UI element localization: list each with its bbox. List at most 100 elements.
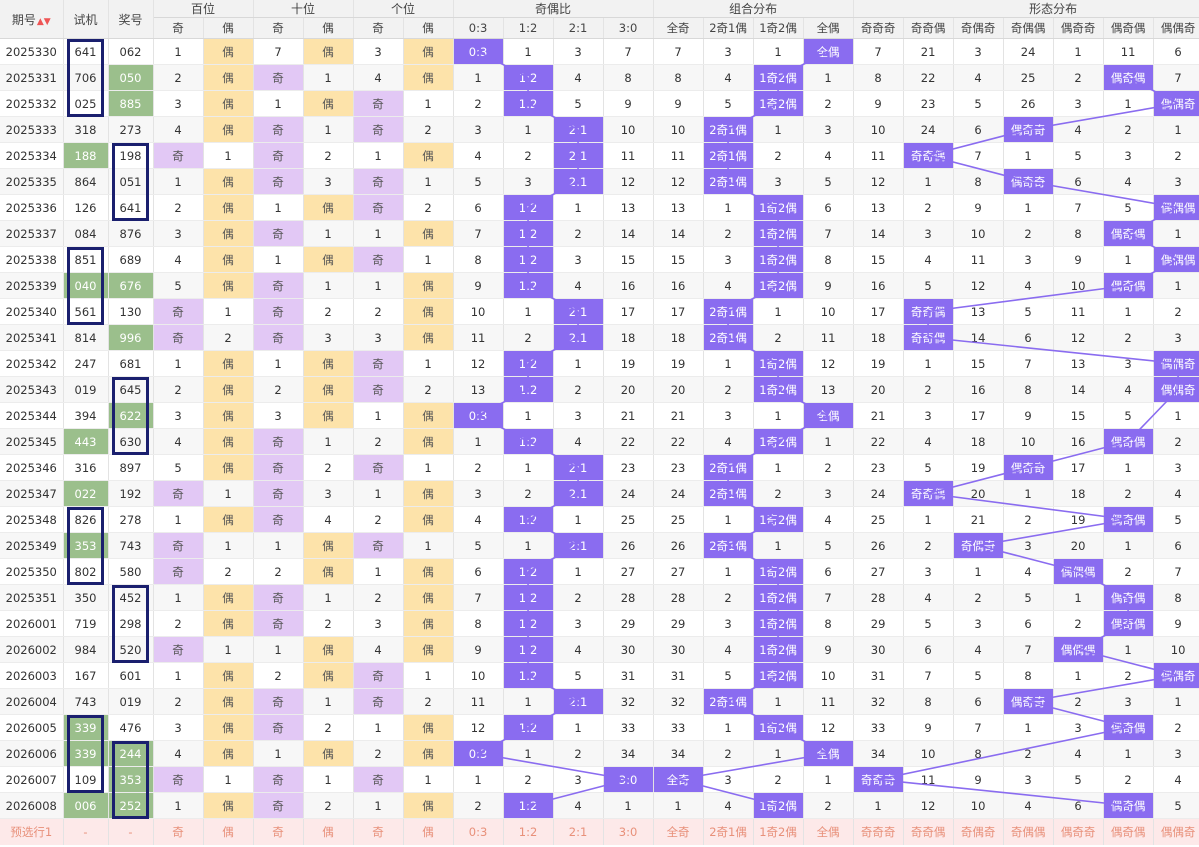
prediction-option-cell[interactable]: 3:0 [603,818,654,845]
ratio-miss-cell: 10 [452,298,504,325]
group-tens: 十位 [252,0,354,18]
table-row: 2025341 814 996 奇 2 奇 3 3 偶 11 2 2:1 18 18 2奇1偶 2 11 18 奇奇… [0,324,1199,351]
test-number-cell: 719 [63,610,109,637]
form-hit-cell: 偶奇奇 [1003,116,1054,143]
prediction-option-cell[interactable]: 奇 [152,818,204,845]
prediction-option-cell[interactable]: 奇奇奇 [852,818,904,845]
col-issue[interactable]: 期号▲▼ [0,0,64,39]
test-number-cell: 006 [63,792,109,819]
ratio-miss-cell: 5 [452,532,504,559]
form-miss-cell: 33 [852,714,904,741]
parity-cell: 4 [352,636,404,663]
parity-cell: 偶 [203,220,254,247]
parity-cell: 2 [203,324,254,351]
form-miss-cell: 12 [1053,324,1104,351]
form-miss-cell: 12 [953,272,1004,299]
form-miss-cell: 26 [852,532,904,559]
ratio-miss-cell: 1 [603,792,654,819]
prediction-option-cell[interactable]: 偶 [303,818,354,845]
prediction-option-cell[interactable]: 奇奇偶 [903,818,954,845]
form-miss-cell: 8 [1003,662,1054,689]
combo-miss-cell: 2 [753,324,804,351]
combo-miss-cell: 8 [803,610,854,637]
prize-number-cell: 252 [108,792,154,819]
form-hit-cell: 偶奇偶 [1103,220,1154,247]
subhead-form-3: 奇偶偶 [1003,17,1054,39]
table-row: 2025337 084 876 3 偶奇 1 1 偶 7 1:2 2 14 14 2 1奇2偶 7 14 3 10 2… [0,220,1199,247]
combo-miss-cell: 2 [703,584,754,611]
form-miss-cell: 10 [852,116,904,143]
prediction-option-cell[interactable]: 全偶 [803,818,854,845]
ratio-miss-cell: 1 [503,402,554,429]
parity-cell: 偶 [403,402,454,429]
parity-cell: 奇 [252,428,304,455]
combo-miss-cell: 11 [803,324,854,351]
prediction-option-cell[interactable]: 全奇 [652,818,704,845]
prediction-option-cell[interactable]: 0:3 [452,818,504,845]
prediction-option-cell[interactable]: 奇 [352,818,404,845]
prediction-option-cell[interactable]: 奇偶偶 [1003,818,1054,845]
prediction-option-cell[interactable]: 偶奇偶 [1103,818,1154,845]
sort-icon[interactable]: ▲▼ [36,16,51,27]
form-miss-cell: 2 [1103,116,1154,143]
combo-hit-cell: 1奇2偶 [753,220,804,247]
ratio-miss-cell: 11 [452,324,504,351]
combo-miss-cell: 23 [652,454,704,481]
prize-number-cell: 019 [108,688,154,715]
ratio-miss-cell: 1 [553,194,604,221]
subhead-ones-0: 奇 [352,17,404,39]
ratio-miss-cell: 4 [553,272,604,299]
form-miss-cell: 20 [953,480,1004,507]
parity-cell: 1 [352,220,404,247]
parity-cell: 2 [252,662,304,689]
combo-miss-cell: 10 [803,298,854,325]
form-miss-cell: 4 [903,246,954,273]
prediction-option-cell[interactable]: 偶 [203,818,254,845]
form-miss-cell: 1 [903,350,954,377]
prediction-option-cell[interactable]: 奇偶奇 [953,818,1004,845]
prediction-option-cell[interactable]: 偶偶奇 [1153,818,1199,845]
parity-cell: 1 [403,350,454,377]
parity-cell: 2 [303,454,354,481]
prediction-option-cell[interactable]: 1:2 [503,818,554,845]
table-row: 2025335 864 051 1 偶奇 3 奇 1 5 3 2:1 12 12 2奇1偶 3 5 12 1 8 偶奇… [0,168,1199,195]
combo-miss-cell: 1 [803,64,854,91]
prediction-row[interactable]: 预选行1- - 奇偶奇偶奇偶 0:3 1:2 2:1 3:0 全奇 2奇1偶 1奇2偶 全偶 奇奇奇奇… [0,818,1199,845]
form-miss-cell: 21 [852,402,904,429]
combo-miss-cell: 1 [753,402,804,429]
prize-number-cell: 996 [108,324,154,351]
table-row: 2026008 006 252 1 偶奇 2 1 偶 2 1:2 4 1 1 4 1奇2偶 2 1 12 10 4 6 偶… [0,792,1199,819]
parity-cell: 1 [152,506,204,533]
table-row: 2025349 353 743 奇 1 1 偶奇 1 5 1 2:1 26 26 2奇1偶 1 5 26 2 奇偶奇… [0,532,1199,559]
prediction-option-cell[interactable]: 偶奇奇 [1053,818,1104,845]
group-hundreds: 百位 [152,0,254,18]
parity-cell: 偶 [303,246,354,273]
parity-cell: 奇 [252,792,304,819]
form-miss-cell: 9 [1153,610,1199,637]
prize-number-cell: 601 [108,662,154,689]
combo-hit-cell: 1奇2偶 [753,428,804,455]
subhead-hundreds-0: 奇 [152,17,204,39]
form-hit-cell: 偶偶偶 [1053,558,1104,585]
ratio-hit-cell: 2:1 [553,298,604,325]
test-number-cell: 247 [63,350,109,377]
prediction-option-cell[interactable]: 奇 [252,818,304,845]
subhead-ones-1: 偶 [403,17,454,39]
combo-hit-cell: 1奇2偶 [753,584,804,611]
prediction-option-cell[interactable]: 1奇2偶 [753,818,804,845]
parity-cell: 偶 [203,714,254,741]
combo-hit-cell: 2奇1偶 [703,116,754,143]
form-miss-cell: 3 [1003,532,1054,559]
ratio-hit-cell: 1:2 [503,714,554,741]
form-miss-cell: 31 [852,662,904,689]
form-miss-cell: 6 [1153,532,1199,559]
prediction-option-cell[interactable]: 2:1 [553,818,604,845]
issue-cell: 2026006 [0,740,64,767]
prediction-option-cell[interactable]: 2奇1偶 [703,818,754,845]
parity-cell: 1 [203,480,254,507]
parity-cell: 偶 [403,480,454,507]
parity-cell: 奇 [352,532,404,559]
parity-cell: 偶 [203,246,254,273]
prediction-option-cell[interactable]: 偶 [403,818,454,845]
form-miss-cell: 7 [1153,558,1199,585]
